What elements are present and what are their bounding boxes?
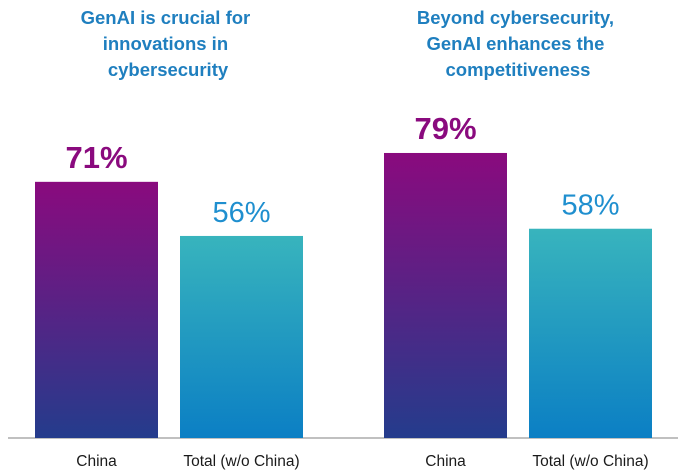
chart-2-title-line-1: Beyond cybersecurity,	[417, 7, 614, 28]
chart-1-category-label-china: China	[76, 453, 117, 470]
chart-2-category-label-total: Total (w/o China)	[532, 453, 648, 470]
chart-2-bar-china	[384, 152, 507, 438]
chart-2-title-line-2: GenAI enhances the	[427, 33, 605, 54]
chart-1-title-line-3: cybersecurity	[108, 59, 229, 80]
chart-2-value-label-china: 79%	[414, 111, 476, 146]
chart-1-bar-total	[180, 235, 303, 438]
chart-2-title-line-3: competitiveness	[446, 59, 591, 80]
chart-1-bar-china	[35, 181, 158, 438]
chart-1-title-line-1: GenAI is crucial for	[81, 7, 251, 28]
chart-2-bar-total	[529, 228, 652, 438]
chart-2-title: Beyond cybersecurity, GenAI enhances the…	[417, 7, 619, 80]
chart-2-category-label-china: China	[425, 453, 466, 470]
chart-2-value-label-total: 58%	[561, 190, 619, 222]
chart-1-category-label-total: Total (w/o China)	[183, 453, 299, 470]
chart-1-value-label-china: 71%	[65, 140, 127, 175]
chart-1-value-label-total: 56%	[212, 197, 270, 229]
chart-1-title-line-2: innovations in	[103, 33, 228, 54]
chart-1-title: GenAI is crucial for innovations in cybe…	[81, 7, 256, 80]
